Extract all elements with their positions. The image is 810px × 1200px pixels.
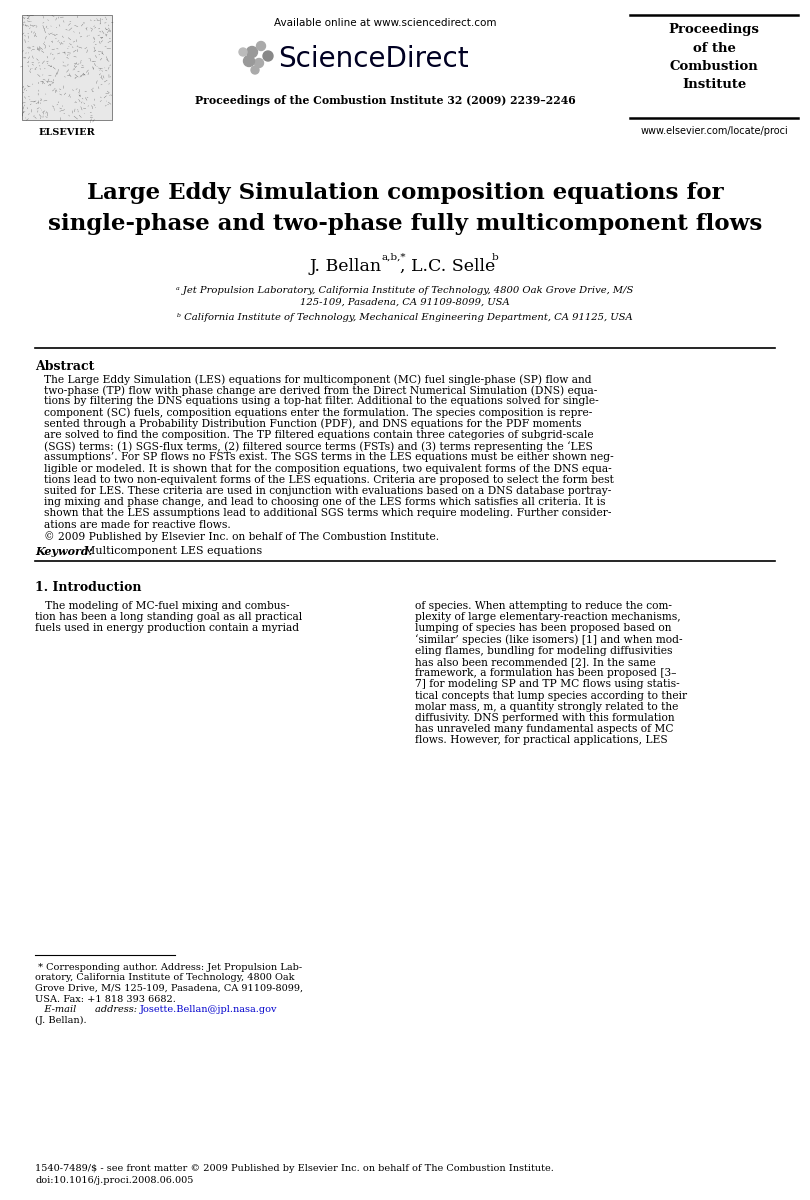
Circle shape — [254, 59, 263, 67]
Text: 125-109, Pasadena, CA 91109-8099, USA: 125-109, Pasadena, CA 91109-8099, USA — [301, 298, 509, 307]
Text: tions by filtering the DNS equations using a top-hat filter. Additional to the e: tions by filtering the DNS equations usi… — [44, 396, 599, 407]
Text: E-mail      address:: E-mail address: — [35, 1006, 137, 1014]
Text: tions lead to two non-equivalent forms of the LES equations. Criteria are propos: tions lead to two non-equivalent forms o… — [44, 475, 614, 485]
Text: tion has been a long standing goal as all practical: tion has been a long standing goal as al… — [35, 612, 302, 622]
Text: ations are made for reactive flows.: ations are made for reactive flows. — [44, 520, 231, 529]
Text: USA. Fax: +1 818 393 6682.: USA. Fax: +1 818 393 6682. — [35, 995, 176, 1003]
Text: , L.C. Selle: , L.C. Selle — [400, 258, 495, 275]
Text: ELSEVIER: ELSEVIER — [39, 128, 96, 137]
Text: a,b,*: a,b,* — [382, 253, 407, 262]
Text: b: b — [492, 253, 499, 262]
Text: Josette.Bellan@jpl.nasa.gov: Josette.Bellan@jpl.nasa.gov — [140, 1006, 278, 1014]
Text: has also been recommended [2]. In the same: has also been recommended [2]. In the sa… — [415, 658, 656, 667]
Circle shape — [251, 66, 259, 74]
Text: diffusivity. DNS performed with this formulation: diffusivity. DNS performed with this for… — [415, 713, 675, 724]
Text: are solved to find the composition. The TP filtered equations contain three cate: are solved to find the composition. The … — [44, 430, 594, 440]
Text: shown that the LES assumptions lead to additional SGS terms which require modeli: shown that the LES assumptions lead to a… — [44, 509, 612, 518]
Text: Abstract: Abstract — [35, 360, 95, 373]
Text: doi:10.1016/j.proci.2008.06.005: doi:10.1016/j.proci.2008.06.005 — [35, 1176, 194, 1186]
Text: The Large Eddy Simulation (LES) equations for multicomponent (MC) fuel single-ph: The Large Eddy Simulation (LES) equation… — [44, 374, 591, 384]
Text: ing mixing and phase change, and lead to choosing one of the LES forms which sat: ing mixing and phase change, and lead to… — [44, 497, 606, 508]
Circle shape — [244, 55, 254, 66]
Text: ᵇ California Institute of Technology, Mechanical Engineering Department, CA 9112: ᵇ California Institute of Technology, Me… — [177, 313, 633, 322]
Text: www.elsevier.com/locate/proci: www.elsevier.com/locate/proci — [640, 126, 788, 136]
Text: © 2009 Published by Elsevier Inc. on behalf of The Combustion Institute.: © 2009 Published by Elsevier Inc. on beh… — [44, 530, 439, 541]
Text: ᵃ Jet Propulsion Laboratory, California Institute of Technology, 4800 Oak Grove : ᵃ Jet Propulsion Laboratory, California … — [177, 286, 633, 295]
Text: of species. When attempting to reduce the com-: of species. When attempting to reduce th… — [415, 601, 672, 611]
Text: eling flames, bundling for modeling diffusivities: eling flames, bundling for modeling diff… — [415, 646, 672, 656]
Text: framework, a formulation has been proposed [3–: framework, a formulation has been propos… — [415, 668, 676, 678]
Text: (SGS) terms: (1) SGS-flux terms, (2) filtered source terms (FSTs) and (3) terms : (SGS) terms: (1) SGS-flux terms, (2) fil… — [44, 442, 593, 452]
Circle shape — [263, 50, 273, 61]
Circle shape — [257, 42, 266, 50]
Text: * Corresponding author. Address: Jet Propulsion Lab-: * Corresponding author. Address: Jet Pro… — [35, 962, 302, 972]
Text: lumping of species has been proposed based on: lumping of species has been proposed bas… — [415, 624, 671, 634]
Text: molar mass, m, a quantity strongly related to the: molar mass, m, a quantity strongly relat… — [415, 702, 679, 712]
Text: Multicomponent LES equations: Multicomponent LES equations — [84, 546, 262, 556]
Text: ligible or modeled. It is shown that for the composition equations, two equivale: ligible or modeled. It is shown that for… — [44, 463, 612, 474]
Text: (J. Bellan).: (J. Bellan). — [35, 1015, 87, 1025]
Text: Available online at www.sciencedirect.com: Available online at www.sciencedirect.co… — [274, 18, 497, 28]
Text: sented through a Probability Distribution Function (PDF), and DNS equations for : sented through a Probability Distributio… — [44, 419, 582, 430]
Text: Proceedings of the Combustion Institute 32 (2009) 2239–2246: Proceedings of the Combustion Institute … — [194, 95, 575, 106]
Text: Proceedings
of the
Combustion
Institute: Proceedings of the Combustion Institute — [668, 23, 760, 91]
Text: 1. Introduction: 1. Introduction — [35, 581, 142, 594]
Text: 1540-7489/$ - see front matter © 2009 Published by Elsevier Inc. on behalf of Th: 1540-7489/$ - see front matter © 2009 Pu… — [35, 1164, 554, 1174]
Circle shape — [239, 48, 247, 56]
Text: ScienceDirect: ScienceDirect — [278, 44, 469, 73]
Text: fuels used in energy production contain a myriad: fuels used in energy production contain … — [35, 624, 299, 634]
Text: single-phase and two-phase fully multicomponent flows: single-phase and two-phase fully multico… — [48, 214, 762, 235]
Text: suited for LES. These criteria are used in conjunction with evaluations based on: suited for LES. These criteria are used … — [44, 486, 612, 496]
Text: J. Bellan: J. Bellan — [310, 258, 382, 275]
Text: Keyword:: Keyword: — [35, 546, 93, 557]
Text: Large Eddy Simulation composition equations for: Large Eddy Simulation composition equati… — [87, 182, 723, 204]
Text: component (SC) fuels, composition equations enter the formulation. The species c: component (SC) fuels, composition equati… — [44, 408, 592, 418]
Text: plexity of large elementary-reaction mechanisms,: plexity of large elementary-reaction mec… — [415, 612, 680, 622]
Text: oratory, California Institute of Technology, 4800 Oak: oratory, California Institute of Technol… — [35, 973, 295, 983]
Text: 7] for modeling SP and TP MC flows using statis-: 7] for modeling SP and TP MC flows using… — [415, 679, 680, 690]
Text: ‘similar’ species (like isomers) [1] and when mod-: ‘similar’ species (like isomers) [1] and… — [415, 635, 683, 646]
Text: Grove Drive, M/S 125-109, Pasadena, CA 91109-8099,: Grove Drive, M/S 125-109, Pasadena, CA 9… — [35, 984, 303, 994]
Text: tical concepts that lump species according to their: tical concepts that lump species accordi… — [415, 691, 687, 701]
Text: flows. However, for practical applications, LES: flows. However, for practical applicatio… — [415, 736, 667, 745]
Text: has unraveled many fundamental aspects of MC: has unraveled many fundamental aspects o… — [415, 725, 673, 734]
Text: two-phase (TP) flow with phase change are derived from the Direct Numerical Simu: two-phase (TP) flow with phase change ar… — [44, 385, 597, 396]
Text: The modeling of MC-fuel mixing and combus-: The modeling of MC-fuel mixing and combu… — [35, 601, 290, 611]
Circle shape — [246, 47, 258, 58]
Bar — [22, 14, 112, 120]
Text: assumptions’. For SP flows no FSTs exist. The SGS terms in the LES equations mus: assumptions’. For SP flows no FSTs exist… — [44, 452, 614, 462]
